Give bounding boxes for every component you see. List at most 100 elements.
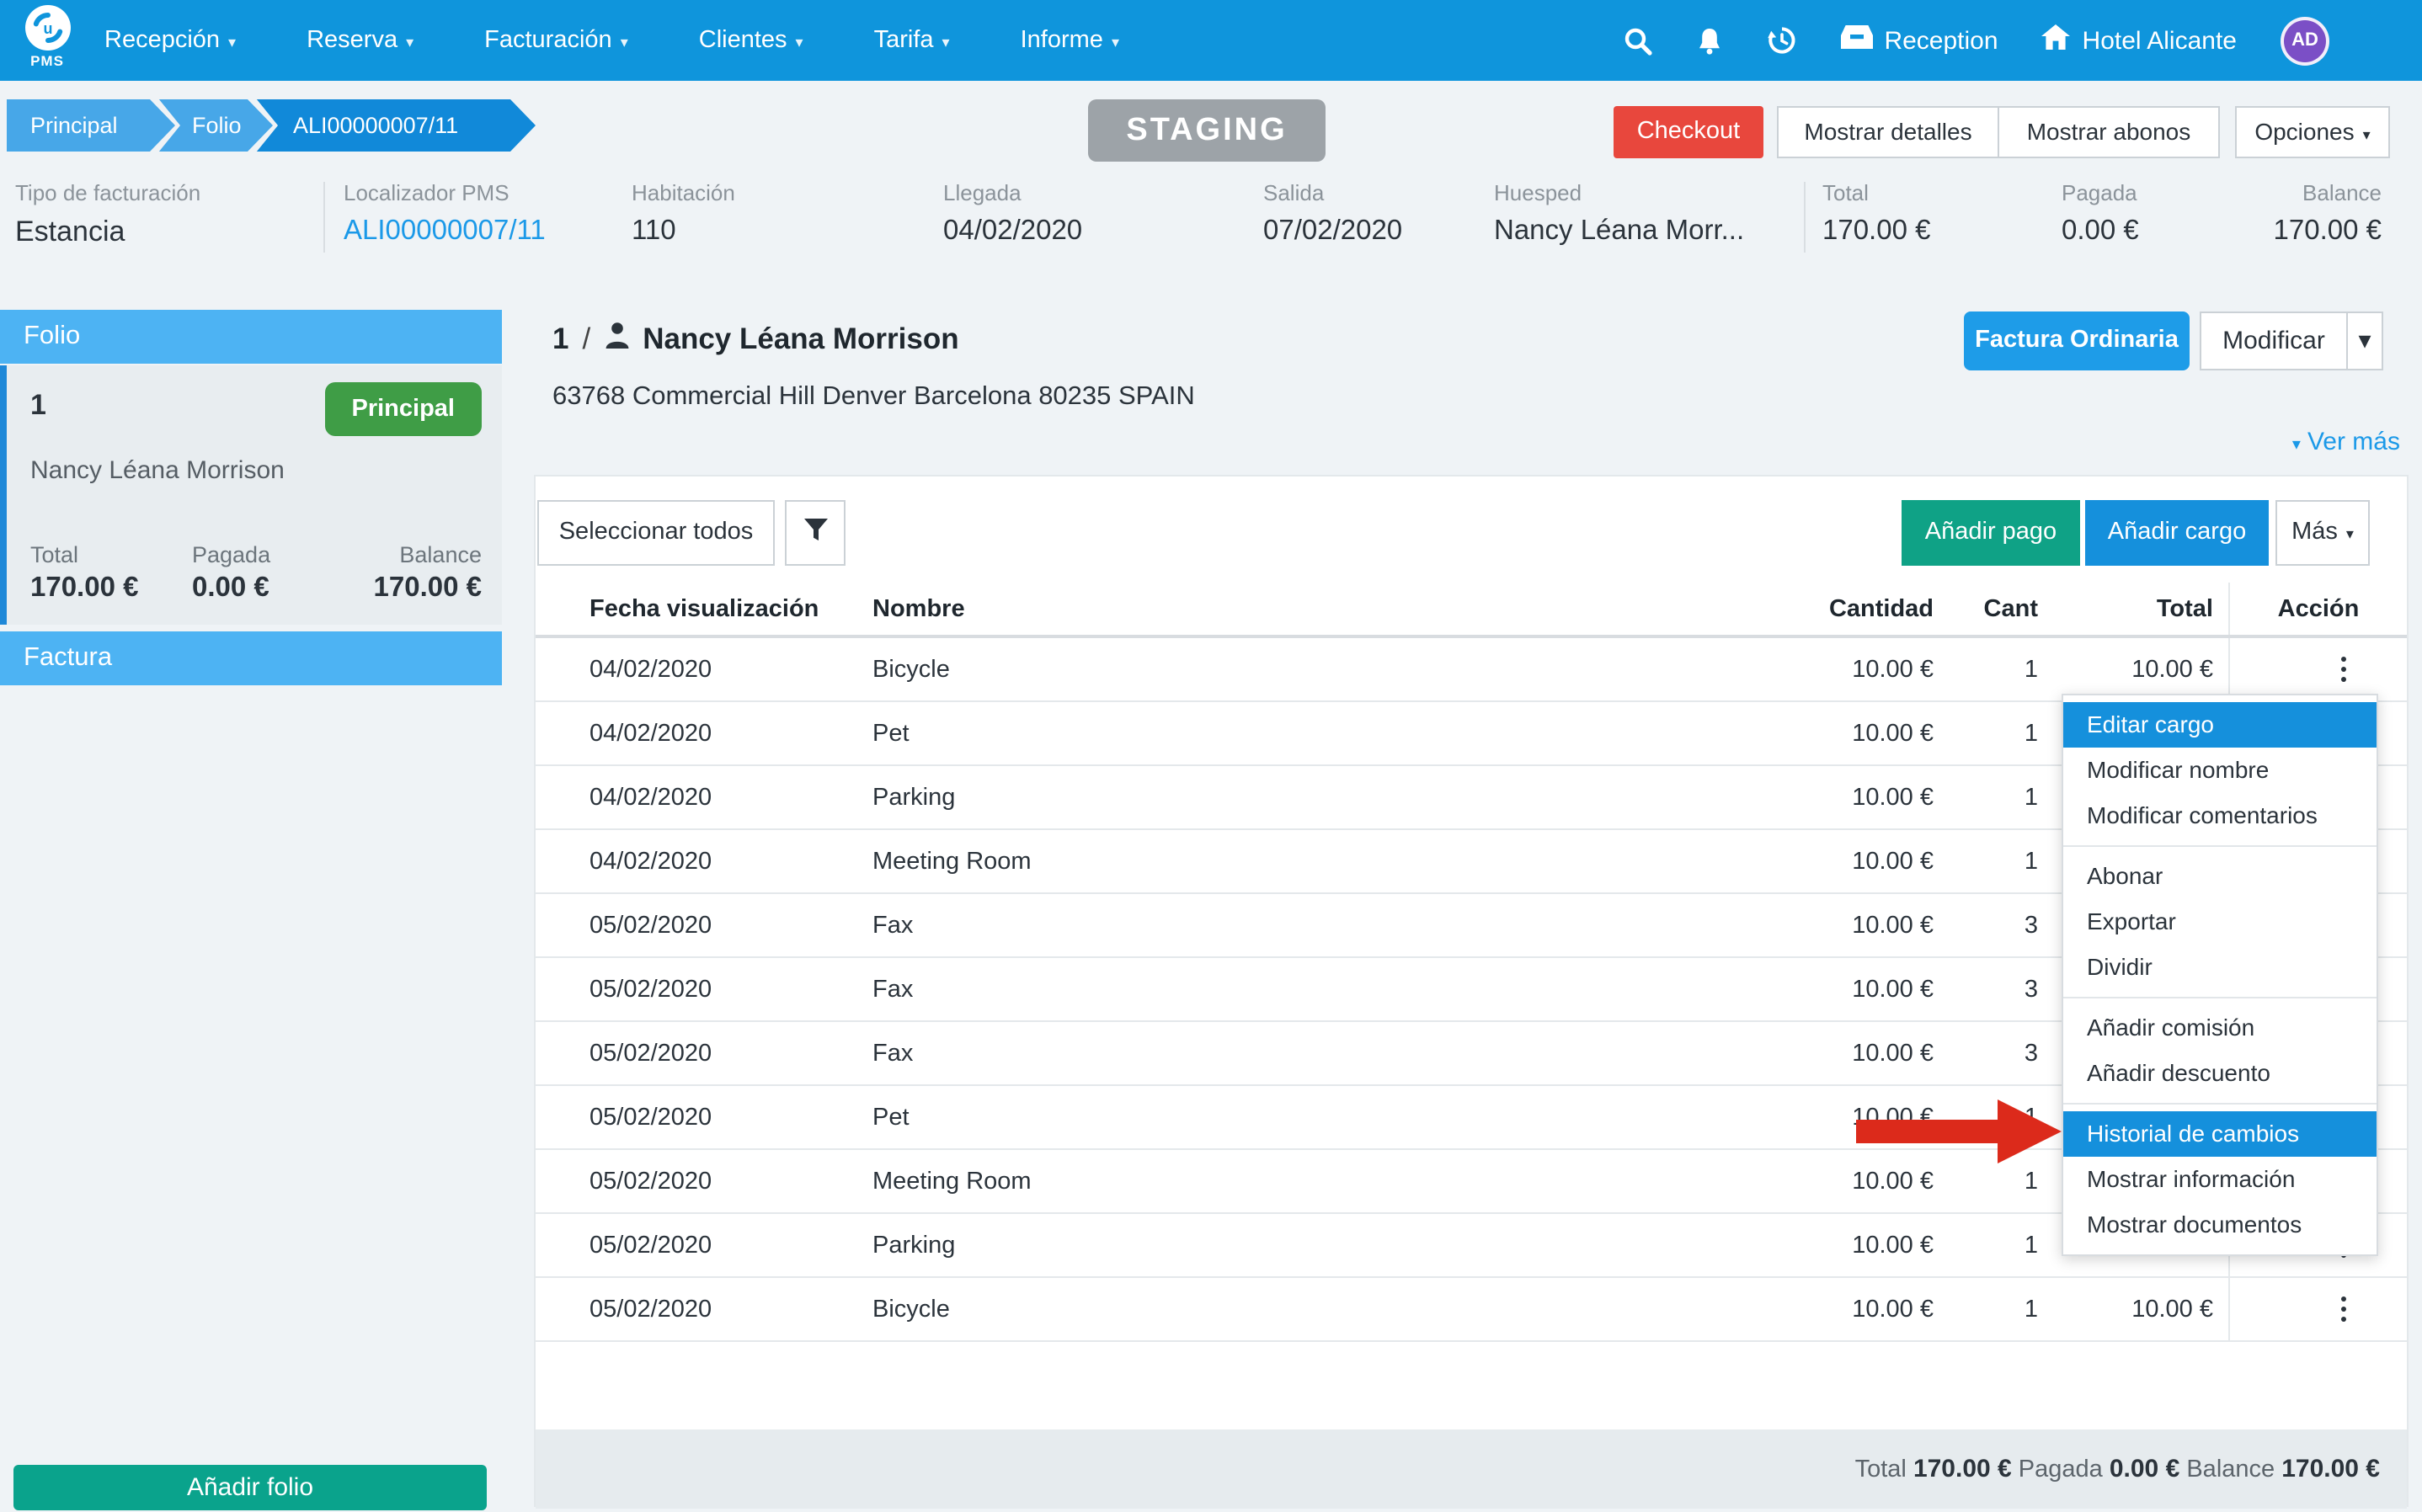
select-all-button[interactable]: Seleccionar todos — [537, 500, 775, 566]
folio-total: Total 170.00 € — [30, 542, 139, 603]
modificar-dropdown-toggle[interactable]: ▾ — [2346, 311, 2383, 370]
menu-item-abonar[interactable]: Abonar — [2087, 862, 2163, 889]
menu-item-mostrar-documentos[interactable]: Mostrar documentos — [2087, 1211, 2302, 1238]
chevron-down-icon: ▾ — [406, 34, 414, 51]
menu-informe[interactable]: Informe ▾ — [1020, 27, 1119, 54]
add-charge-button[interactable]: Añadir cargo — [2085, 500, 2269, 566]
breadcrumb-folio[interactable]: Folio — [148, 99, 273, 152]
reception-inbox-link[interactable]: Reception — [1840, 24, 1998, 57]
ver-mas-link[interactable]: ▾ Ver más — [2291, 428, 2400, 456]
avatar[interactable]: AD — [2281, 16, 2329, 65]
search-icon[interactable] — [1623, 26, 1652, 55]
person-icon — [604, 322, 629, 357]
mostrar-abonos-button[interactable]: Mostrar abonos — [1998, 106, 2220, 158]
menu-recepcion[interactable]: Recepción ▾ — [104, 27, 237, 54]
info-salida: Salida 07/02/2020 — [1263, 180, 1403, 246]
col-cant: Cant — [1983, 595, 2038, 622]
totals-footer: Total 170.00 € Pagada 0.00 € Balance 170… — [536, 1429, 2407, 1509]
pms-logo-label: PMS — [30, 52, 64, 69]
modificar-button-group: Modificar ▾ — [2200, 311, 2383, 370]
sidebar: Folio 1 Principal Nancy Léana Morrison T… — [0, 261, 502, 1512]
show-buttons-group: Mostrar detalles Mostrar abonos — [1777, 106, 2220, 158]
hotel-selector[interactable]: Hotel Alicante — [2041, 24, 2237, 57]
history-icon[interactable] — [1766, 25, 1796, 56]
checkout-button[interactable]: Checkout — [1614, 106, 1763, 158]
guest-title: 1 / Nancy Léana Morrison — [552, 322, 959, 357]
guest-address: 63768 Commercial Hill Denver Barcelona 8… — [552, 382, 1195, 411]
guest-name: Nancy Léana Morrison — [643, 322, 959, 355]
menu-item-mostrar-informacion[interactable]: Mostrar información — [2087, 1165, 2296, 1192]
more-dropdown-button[interactable]: Más ▾ — [2275, 500, 2370, 566]
navbar-right: Reception Hotel Alicante AD — [1623, 0, 2402, 81]
info-pagada: Pagada 0.00 € — [2062, 180, 2139, 246]
col-total: Total — [2156, 595, 2213, 622]
staging-badge: STAGING — [1088, 99, 1326, 162]
chevron-down-icon: ▾ — [2345, 525, 2354, 542]
menu-item-anadir-descuento[interactable]: Añadir descuento — [2087, 1059, 2270, 1086]
apps-grid-icon[interactable] — [2373, 26, 2402, 55]
row-actions-kebab-icon[interactable] — [2334, 650, 2354, 689]
sidebar-folio-header[interactable]: Folio — [0, 310, 502, 364]
menu-item-anadir-comision[interactable]: Añadir comisión — [2087, 1014, 2255, 1041]
add-payment-button[interactable]: Añadir pago — [1902, 500, 2080, 566]
filter-button[interactable] — [785, 500, 846, 566]
breadcrumb-principal[interactable]: Principal — [7, 99, 175, 152]
hotel-label: Hotel Alicante — [2082, 26, 2237, 55]
localizador-link[interactable]: ALI00000007/11 — [344, 216, 546, 246]
main-menu: Recepción ▾ Reserva ▾ Facturación ▾ Cliente… — [104, 0, 1119, 81]
menu-item-exportar[interactable]: Exportar — [2087, 908, 2176, 934]
reservation-info-bar: Tipo de facturación Estancia Localizador … — [0, 172, 2422, 261]
menu-tarifa[interactable]: Tarifa ▾ — [873, 27, 950, 54]
col-cantidad: Cantidad — [1828, 595, 1934, 622]
reception-label: Reception — [1884, 26, 1998, 55]
svg-text:u: u — [43, 20, 52, 37]
info-llegada: Llegada 04/02/2020 — [943, 180, 1083, 246]
chevron-down-icon: ▾ — [2362, 126, 2371, 143]
chevron-down-icon: ▾ — [228, 34, 237, 51]
red-arrow-annotation — [1856, 1096, 2062, 1175]
chevron-down-icon: ▾ — [795, 34, 803, 51]
folio-pagada: Pagada 0.00 € — [192, 542, 271, 603]
principal-badge: Principal — [324, 382, 482, 436]
mostrar-detalles-button[interactable]: Mostrar detalles — [1777, 106, 1999, 158]
menu-item-historial-de-cambios[interactable]: Historial de cambios — [2063, 1111, 2377, 1157]
table-row: 05/02/2020 Bicycle 10.00 €1 10.00 € — [536, 1278, 2407, 1342]
add-folio-button[interactable]: Añadir folio — [13, 1465, 487, 1510]
folio-balance: Balance 170.00 € — [373, 542, 482, 603]
table-header-row: Fecha visualización Nombre Cantidad Cant… — [536, 583, 2407, 638]
folio-list-item[interactable]: 1 Principal Nancy Léana Morrison Total 17… — [0, 365, 502, 625]
factura-ordinaria-button[interactable]: Factura Ordinaria — [1964, 311, 2190, 370]
info-tipo-facturacion: Tipo de facturación Estancia — [15, 180, 201, 248]
chevron-down-icon: ▾ — [942, 34, 950, 51]
info-habitacion: Habitación 110 — [632, 180, 735, 246]
sidebar-factura-header[interactable]: Factura — [0, 631, 502, 685]
col-fecha: Fecha visualización — [589, 595, 819, 622]
menu-item-modificar-nombre[interactable]: Modificar nombre — [2087, 756, 2270, 783]
pms-logo[interactable]: u PMS — [10, 3, 84, 69]
menu-clientes[interactable]: Clientes ▾ — [698, 27, 803, 54]
menu-item-modificar-comentarios[interactable]: Modificar comentarios — [2087, 801, 2318, 828]
breadcrumb-current-folio[interactable]: ALI00000007/11 — [246, 99, 536, 152]
notifications-bell-icon[interactable] — [1695, 26, 1722, 55]
divider — [323, 182, 325, 253]
topbar: Principal Folio ALI00000007/11 STAGING C… — [0, 81, 2422, 172]
menu-facturacion[interactable]: Facturación ▾ — [484, 27, 628, 54]
chevron-down-icon: ▾ — [1111, 34, 1119, 51]
menu-divider — [2063, 997, 2377, 998]
menu-item-dividir[interactable]: Dividir — [2087, 953, 2153, 980]
opciones-dropdown[interactable]: Opciones ▾ — [2235, 106, 2390, 158]
modificar-button[interactable]: Modificar — [2200, 311, 2348, 370]
folio-number: 1 — [30, 389, 46, 421]
menu-reserva[interactable]: Reserva ▾ — [307, 27, 414, 54]
table-row: 04/02/2020 Bicycle 10.00 €1 10.00 € — [536, 638, 2407, 702]
col-nombre: Nombre — [872, 595, 965, 622]
filter-funnel-icon — [803, 516, 828, 550]
divider — [1804, 182, 1806, 253]
info-huesped: Huesped Nancy Léana Morr... — [1494, 180, 1745, 246]
inbox-tray-icon — [1840, 24, 1873, 57]
guest-separator: / — [582, 322, 591, 355]
row-actions-kebab-icon[interactable] — [2334, 1290, 2354, 1329]
menu-item-editar-cargo[interactable]: Editar cargo — [2063, 702, 2377, 748]
